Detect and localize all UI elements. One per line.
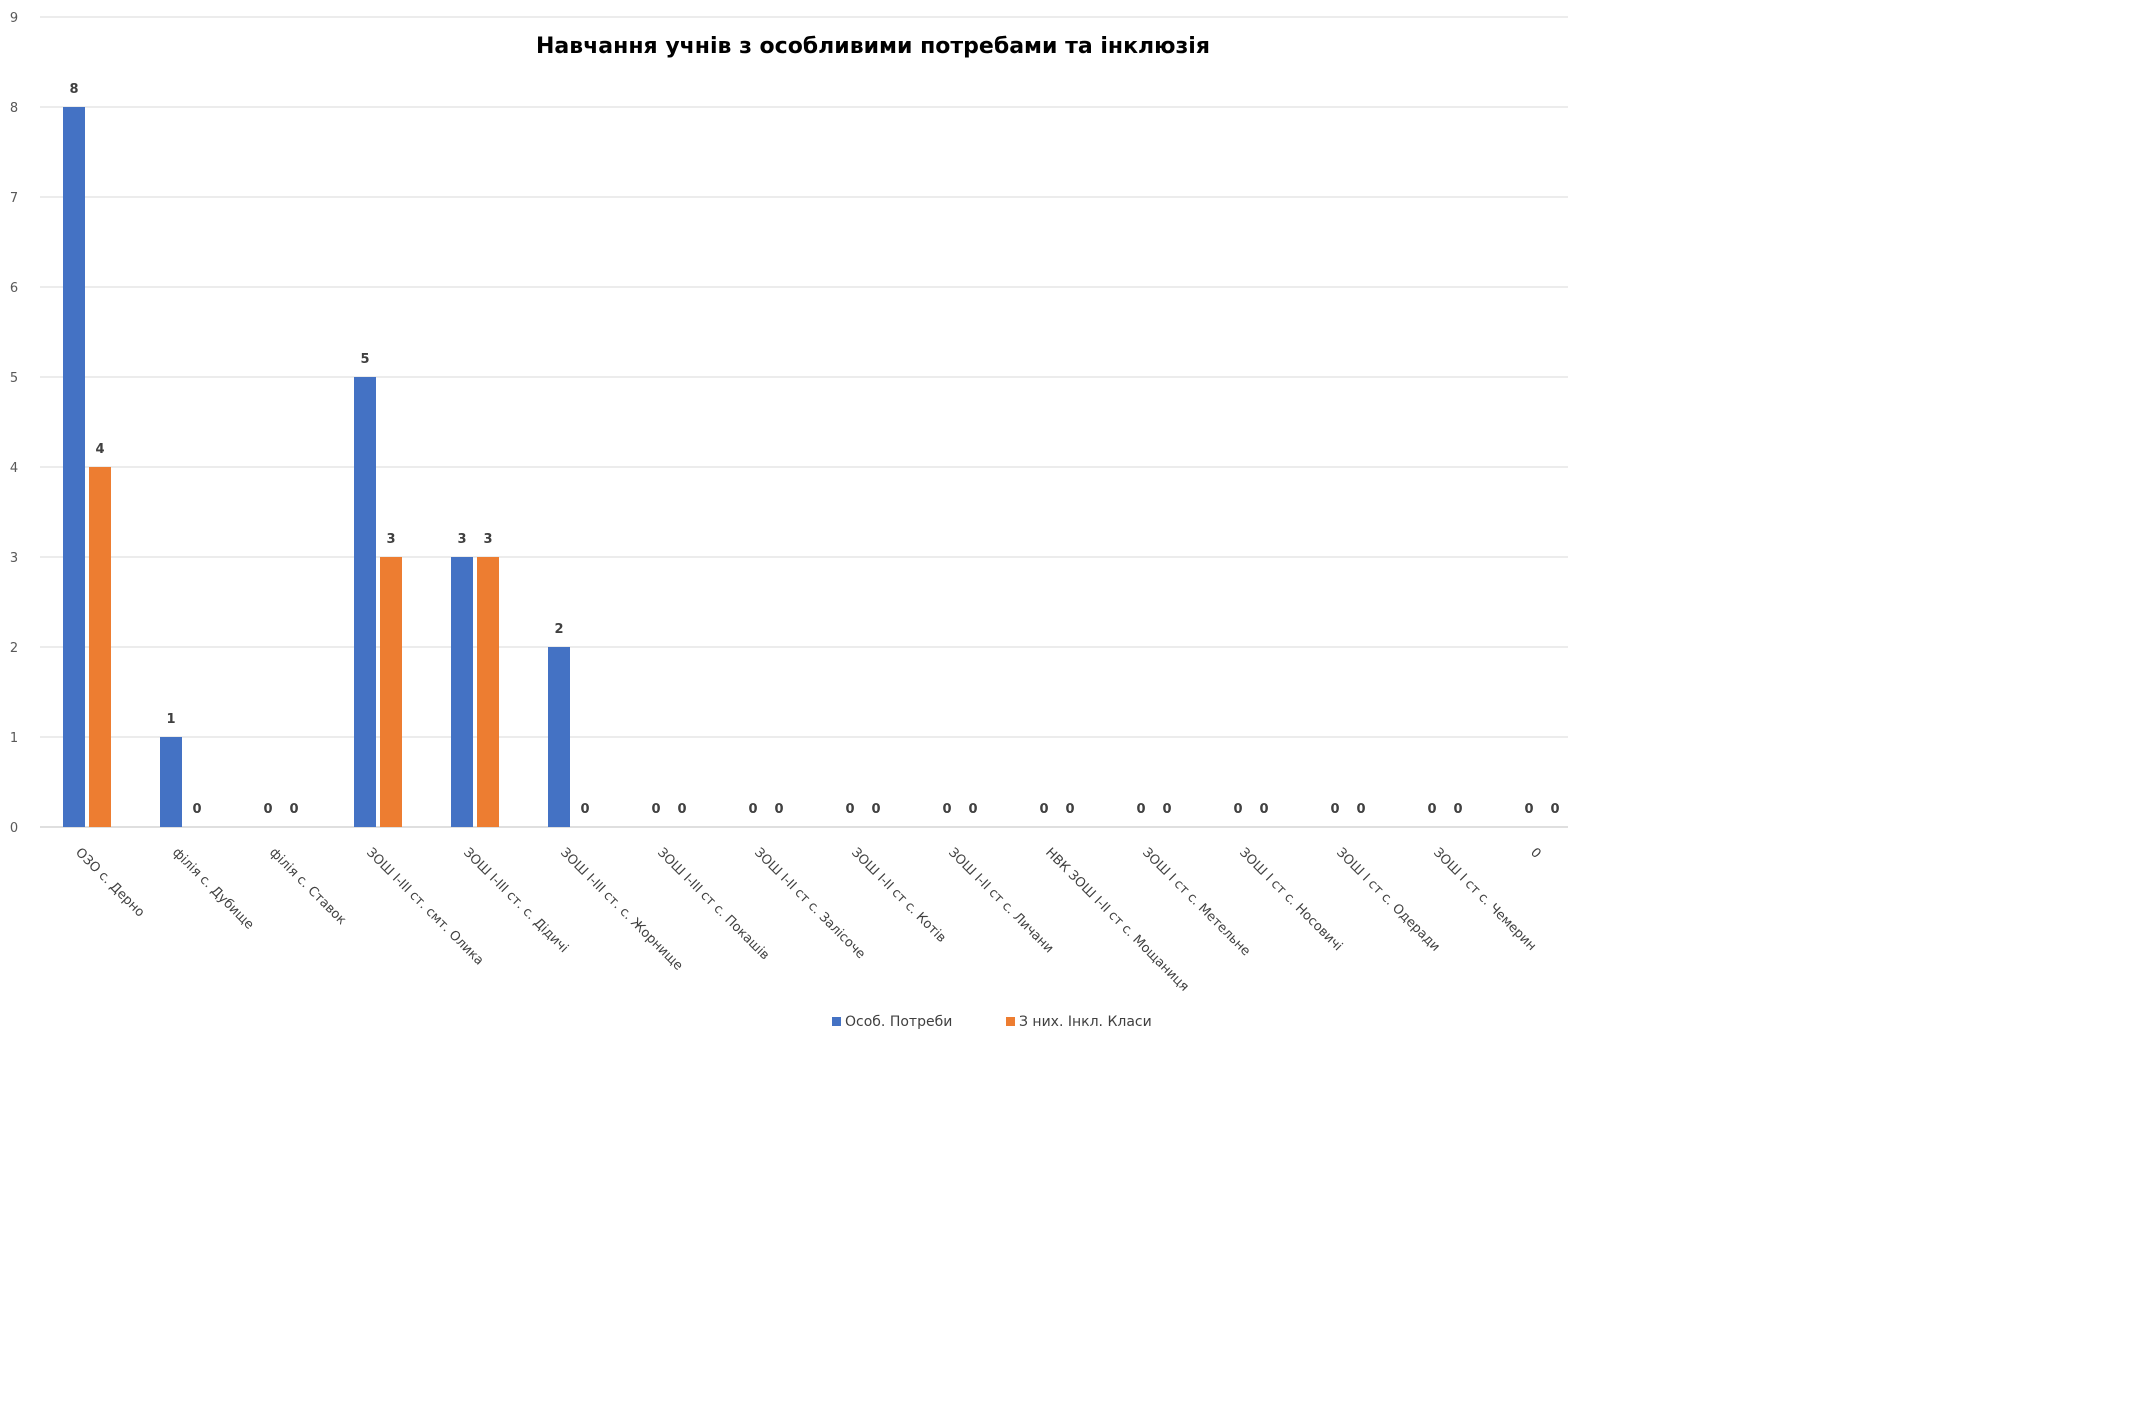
data-label: 0	[1162, 802, 1171, 817]
x-tick-label: ОЗО с. Дерно	[72, 845, 147, 920]
bar-osob-potreby	[63, 107, 85, 827]
data-label: 4	[95, 442, 104, 457]
y-tick-label: 9	[10, 11, 18, 26]
legend-label: З них. Інкл. Класи	[1019, 1014, 1152, 1030]
x-tick-label: ЗОШ І ст с. Чемерин	[1430, 845, 1539, 954]
bar-inkl-klasy	[477, 557, 499, 827]
y-tick-label: 7	[10, 191, 18, 206]
data-label: 0	[968, 802, 977, 817]
data-label: 0	[1136, 802, 1145, 817]
x-tick-label: ЗОШ І ст с. Метельне	[1139, 845, 1253, 959]
bar-inkl-klasy	[89, 467, 111, 827]
data-label: 0	[1550, 802, 1559, 817]
data-label: 0	[192, 802, 201, 817]
x-tick-label: філія с. Ставок	[266, 845, 349, 928]
bar-inkl-klasy	[380, 557, 402, 827]
data-label: 3	[483, 532, 492, 547]
x-tick-label: ЗОШ І-ІІІ ст. смт. Олика	[363, 845, 486, 968]
data-label: 0	[748, 802, 757, 817]
data-label: 0	[845, 802, 854, 817]
data-label: 3	[386, 532, 395, 547]
data-label: 0	[677, 802, 686, 817]
data-label: 0	[1427, 802, 1436, 817]
y-axis: 0 1 2 3 4 5 6 7 8 9	[10, 11, 18, 836]
bar-osob-potreby	[548, 647, 570, 827]
data-label: 0	[1356, 802, 1365, 817]
y-tick-label: 4	[10, 461, 18, 476]
data-label: 0	[1065, 802, 1074, 817]
y-tick-label: 0	[10, 821, 18, 836]
chart-title: Навчання учнів з особливими потребами та…	[536, 34, 1210, 59]
data-label: 0	[774, 802, 783, 817]
data-label: 2	[554, 622, 563, 637]
y-tick-label: 8	[10, 101, 18, 116]
x-tick-label: ЗОШ І ст с. Носовичі	[1236, 845, 1345, 954]
data-labels: 8 4 1 0 0 0 5 3 3 3 2 0 0 0 0 0 0 0 0 0 0 0 0 0 0 0 0 0 0 0 0 0	[69, 82, 1559, 817]
legend-swatch	[1006, 1017, 1015, 1026]
y-tick-label: 5	[10, 371, 18, 386]
x-tick-label: ЗОШ І-ІІ ст с. Котів	[848, 845, 949, 946]
x-tick-label: ЗОШ І-ІІІ ст с. Покашів	[654, 845, 772, 963]
data-label: 3	[457, 532, 466, 547]
x-tick-label: ЗОШ І-ІІІ ст. с. Дідичі	[460, 845, 571, 956]
data-label: 0	[1233, 802, 1242, 817]
data-label: 0	[1259, 802, 1268, 817]
bar-osob-potreby	[354, 377, 376, 827]
x-tick-label: філія с. Дубище	[169, 845, 256, 932]
data-label: 8	[69, 82, 78, 97]
data-label: 0	[1453, 802, 1462, 817]
data-label: 5	[360, 352, 369, 367]
x-tick-label: ЗОШ І-ІІ ст с. Личани	[945, 845, 1056, 956]
data-label: 0	[580, 802, 589, 817]
data-label: 0	[651, 802, 660, 817]
legend-swatch	[832, 1017, 841, 1026]
x-tick-label: ЗОШ І-ІІ ст с. Залісоче	[751, 845, 868, 962]
data-label: 0	[942, 802, 951, 817]
x-tick-label: ЗОШ І ст с. Одеради	[1333, 845, 1442, 954]
data-label: 0	[289, 802, 298, 817]
bar-osob-potreby	[451, 557, 473, 827]
data-label: 1	[166, 712, 175, 727]
x-axis: ОЗО с. Дерно філія с. Дубище філія с. Став…	[72, 845, 1543, 994]
data-label: 0	[871, 802, 880, 817]
data-label: 0	[263, 802, 272, 817]
y-tick-label: 2	[10, 641, 18, 656]
y-tick-label: 3	[10, 551, 18, 566]
gridlines	[40, 16, 1568, 828]
y-tick-label: 1	[10, 731, 18, 746]
legend: Особ. Потреби З них. Інкл. Класи	[832, 1014, 1152, 1030]
bar-osob-potreby	[160, 737, 182, 827]
legend-label: Особ. Потреби	[845, 1014, 952, 1030]
x-tick-label: 0	[1527, 845, 1543, 861]
bars	[63, 107, 570, 827]
y-tick-label: 6	[10, 281, 18, 296]
data-label: 0	[1524, 802, 1533, 817]
data-label: 0	[1039, 802, 1048, 817]
data-label: 0	[1330, 802, 1339, 817]
